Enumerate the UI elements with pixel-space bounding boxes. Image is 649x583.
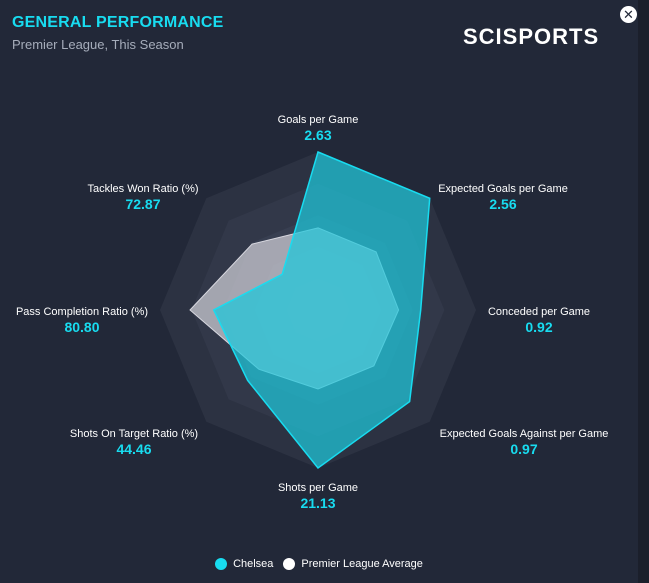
chart-legend: Chelsea Premier League Average	[0, 558, 638, 570]
axis-label-7: Tackles Won Ratio (%)	[87, 183, 198, 195]
axis-label-4: Shots per Game	[278, 482, 358, 494]
axis-value-2: 0.92	[525, 319, 552, 335]
axis-label-5: Shots On Target Ratio (%)	[70, 428, 198, 440]
close-icon[interactable]: ✕	[620, 6, 637, 23]
axis-value-0: 2.63	[304, 127, 331, 143]
axis-label-1: Expected Goals per Game	[438, 183, 568, 195]
legend-item-average[interactable]: Premier League Average	[283, 558, 423, 570]
axis-label-2: Conceded per Game	[488, 306, 590, 318]
legend-item-team[interactable]: Chelsea	[215, 558, 273, 570]
chart-title: GENERAL PERFORMANCE	[12, 14, 224, 31]
axis-value-6: 80.80	[64, 319, 99, 335]
legend-label-average: Premier League Average	[301, 558, 423, 570]
axis-label-6: Pass Completion Ratio (%)	[16, 306, 148, 318]
series-area-team[interactable]	[212, 150, 431, 470]
axis-value-7: 72.87	[125, 196, 160, 212]
axis-label-0: Goals per Game	[278, 114, 359, 126]
legend-swatch-team	[215, 558, 228, 570]
brand-logo: SCISPORTS	[463, 24, 600, 49]
axis-value-5: 44.46	[116, 441, 151, 457]
legend-swatch-average	[283, 558, 296, 570]
axis-value-1: 2.56	[489, 196, 516, 212]
chart-subtitle: Premier League, This Season	[12, 37, 184, 52]
legend-label-team: Chelsea	[233, 558, 274, 570]
axis-value-4: 21.13	[300, 495, 335, 511]
axis-label-3: Expected Goals Against per Game	[440, 428, 609, 440]
axis-value-3: 0.97	[510, 441, 537, 457]
scrollbar-track[interactable]	[639, 0, 649, 583]
